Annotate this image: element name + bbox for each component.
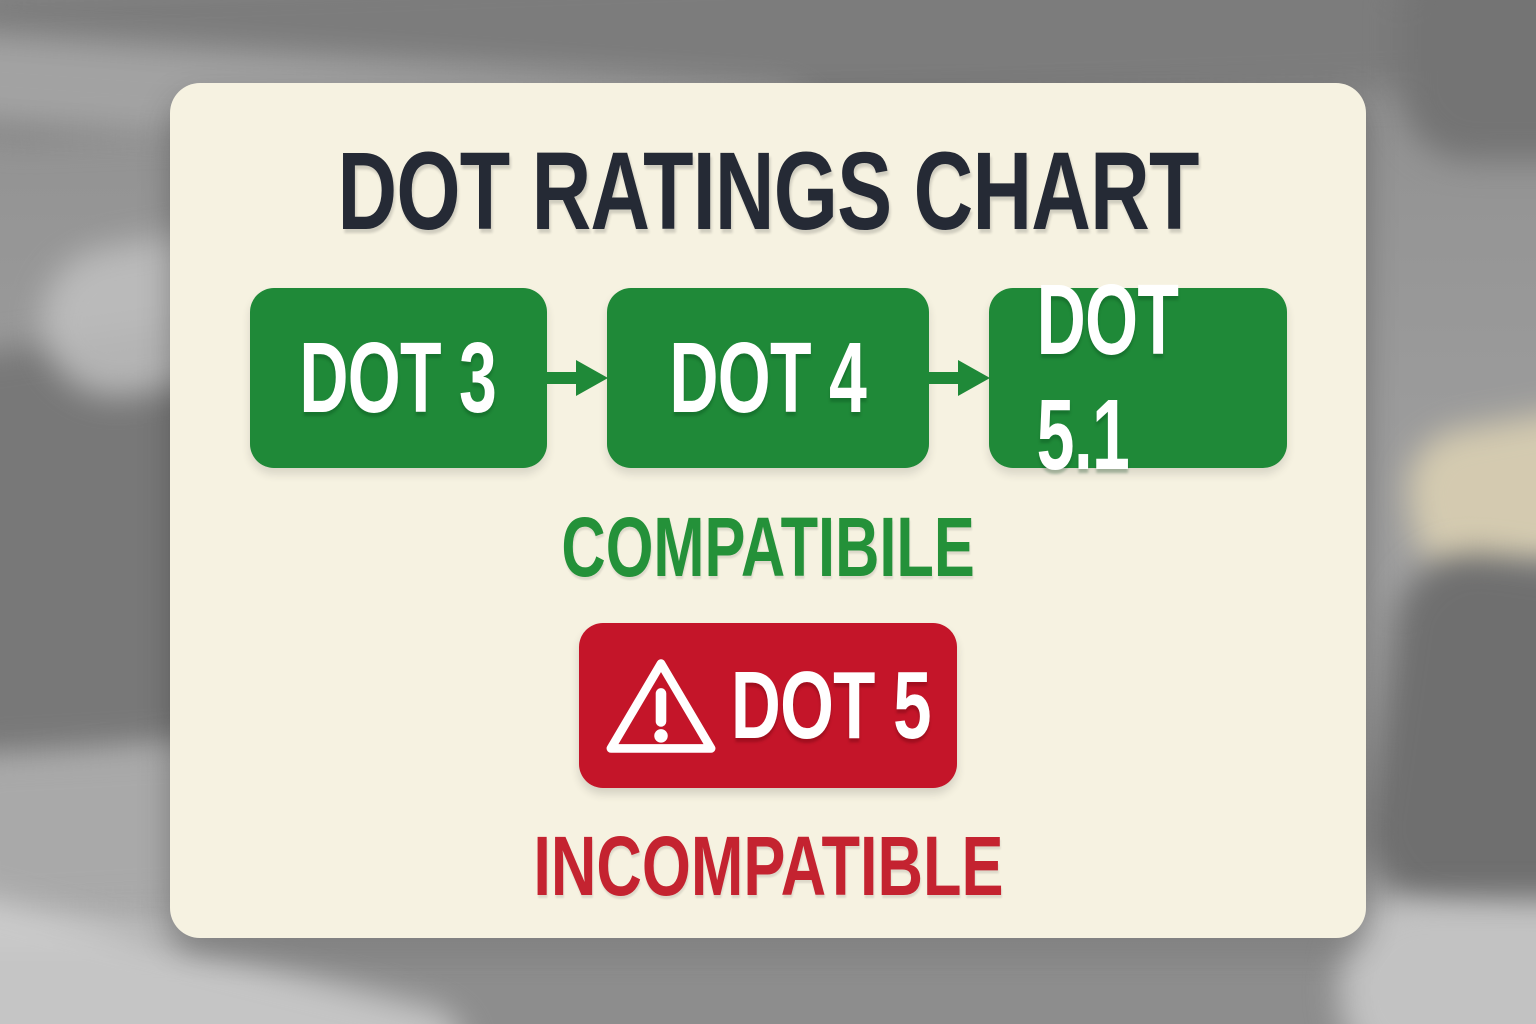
incompatible-label-text: INCOMPATIBLE bbox=[532, 819, 1004, 913]
arrow-right-icon bbox=[927, 360, 990, 396]
background-engine-shape bbox=[1400, 0, 1536, 160]
background-highlight-shape bbox=[1340, 900, 1536, 1024]
incompatible-label: INCOMPATIBLE bbox=[455, 824, 1082, 908]
arrow-right-icon bbox=[545, 360, 608, 396]
compatible-flow-row: DOT 3 DOT 4 DOT 5.1 bbox=[249, 264, 1287, 491]
page-title-text: DOT RATINGS CHART bbox=[337, 130, 1199, 253]
compatible-label: COMPATIBILE bbox=[485, 505, 1051, 589]
warning-triangle-icon bbox=[606, 658, 716, 753]
dot51-label: DOT 5.1 bbox=[1036, 264, 1178, 491]
dot3-box: DOT 3 bbox=[249, 288, 547, 468]
dot51-box: DOT 5.1 bbox=[988, 264, 1287, 491]
dot-ratings-card: DOT RATINGS CHART DOT 3 DOT 4 DOT 5.1 CO… bbox=[170, 83, 1366, 938]
compatible-label-text: COMPATIBILE bbox=[561, 500, 975, 594]
dot5-warning-box: DOT 5 bbox=[579, 623, 957, 788]
dot4-box: DOT 4 bbox=[606, 288, 929, 468]
dot4-label: DOT 4 bbox=[669, 321, 867, 434]
dot3-label: DOT 3 bbox=[299, 321, 498, 434]
background-engine-shape bbox=[1356, 543, 1536, 937]
page-title: DOT RATINGS CHART bbox=[194, 131, 1342, 252]
dot5-label: DOT 5 bbox=[731, 651, 932, 759]
